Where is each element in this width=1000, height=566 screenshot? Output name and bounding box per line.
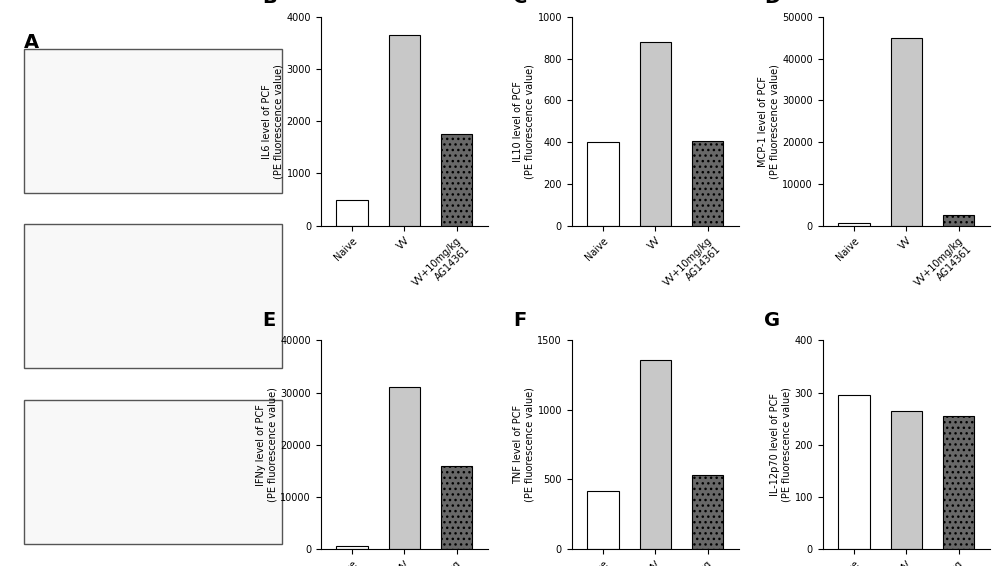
Bar bbox=[838, 223, 870, 226]
Y-axis label: MCP-1 level of PCF
(PE fluorescence value): MCP-1 level of PCF (PE fluorescence valu… bbox=[758, 64, 779, 179]
Bar bbox=[891, 38, 922, 226]
Bar bbox=[587, 491, 619, 549]
Bar bbox=[24, 400, 282, 544]
Bar bbox=[838, 395, 870, 549]
Bar bbox=[640, 360, 671, 549]
Text: A: A bbox=[24, 33, 39, 52]
Bar bbox=[891, 411, 922, 549]
Y-axis label: IL10 level of PCF
(PE fluorescence value): IL10 level of PCF (PE fluorescence value… bbox=[513, 64, 535, 179]
Bar bbox=[943, 215, 974, 226]
Bar bbox=[336, 546, 368, 549]
Y-axis label: IL6 level of PCF
(PE fluorescence value): IL6 level of PCF (PE fluorescence value) bbox=[262, 64, 284, 179]
Bar bbox=[336, 200, 368, 226]
Bar bbox=[587, 142, 619, 226]
Bar bbox=[692, 475, 723, 549]
Y-axis label: IL-12p70 level of PCF
(PE fluorescence value): IL-12p70 level of PCF (PE fluorescence v… bbox=[770, 387, 792, 502]
Bar bbox=[389, 387, 420, 549]
Bar bbox=[943, 416, 974, 549]
Bar bbox=[24, 49, 282, 192]
Y-axis label: TNF level of PCF
(PE fluorescence value): TNF level of PCF (PE fluorescence value) bbox=[513, 387, 535, 502]
Bar bbox=[441, 466, 472, 549]
Bar bbox=[389, 35, 420, 226]
Text: G: G bbox=[764, 311, 780, 330]
Bar bbox=[692, 141, 723, 226]
Text: C: C bbox=[513, 0, 528, 7]
Text: E: E bbox=[262, 311, 275, 330]
Text: F: F bbox=[513, 311, 526, 330]
Text: D: D bbox=[764, 0, 780, 7]
Bar bbox=[24, 225, 282, 368]
Bar bbox=[441, 134, 472, 226]
Bar bbox=[640, 42, 671, 226]
Text: B: B bbox=[262, 0, 277, 7]
Y-axis label: IFNy level of PCF
(PE fluorescence value): IFNy level of PCF (PE fluorescence value… bbox=[256, 387, 277, 502]
